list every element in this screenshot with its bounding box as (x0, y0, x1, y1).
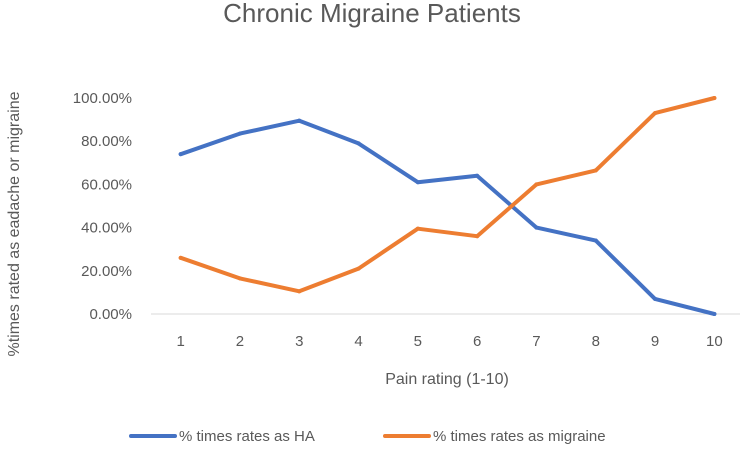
chart-title: Chronic Migraine Patients (223, 0, 521, 28)
y-tick-label: 40.00% (81, 220, 132, 237)
x-tick-label: 8 (592, 333, 600, 350)
data-point (534, 225, 539, 230)
series-line-1 (178, 118, 717, 316)
x-tick-label: 2 (236, 333, 244, 350)
legend-label-2: % times rates as migraine (433, 428, 606, 445)
y-tick-label: 0.00% (89, 306, 132, 323)
legend-label-1: % times rates as HA (179, 428, 315, 445)
data-point (297, 118, 302, 123)
data-point (653, 111, 658, 116)
data-point (356, 141, 361, 146)
x-tick-label: 10 (706, 333, 723, 350)
y-tick-label: 20.00% (81, 263, 132, 280)
data-point (237, 131, 242, 136)
data-point (356, 266, 361, 271)
y-axis-label: %times rated as eadache or migraine (6, 91, 23, 356)
data-point (415, 226, 420, 231)
series-line-2 (178, 96, 717, 294)
x-tick-label: 5 (414, 333, 422, 350)
data-point (178, 152, 183, 157)
data-point (653, 296, 658, 301)
x-axis-label: Pain rating (1-10) (385, 371, 509, 388)
data-point (415, 180, 420, 185)
x-tick-label: 9 (651, 333, 659, 350)
x-tick-label: 7 (532, 333, 540, 350)
x-tick-label: 3 (295, 333, 303, 350)
data-point (593, 238, 598, 243)
data-point (712, 312, 717, 316)
data-point (297, 289, 302, 294)
data-point (593, 168, 598, 173)
data-point (475, 234, 480, 239)
y-tick-label: 100.00% (73, 90, 132, 107)
legend: % times rates as HA % times rates as migr… (129, 428, 606, 445)
y-tick-label: 80.00% (81, 133, 132, 150)
x-tick-label: 4 (354, 333, 362, 350)
x-tick-label: 1 (176, 333, 184, 350)
data-point (712, 96, 717, 100)
data-point (178, 255, 183, 260)
y-tick-label: 60.00% (81, 176, 132, 193)
data-point (534, 182, 539, 187)
data-point (237, 276, 242, 281)
x-tick-label: 6 (473, 333, 481, 350)
data-point (475, 173, 480, 178)
